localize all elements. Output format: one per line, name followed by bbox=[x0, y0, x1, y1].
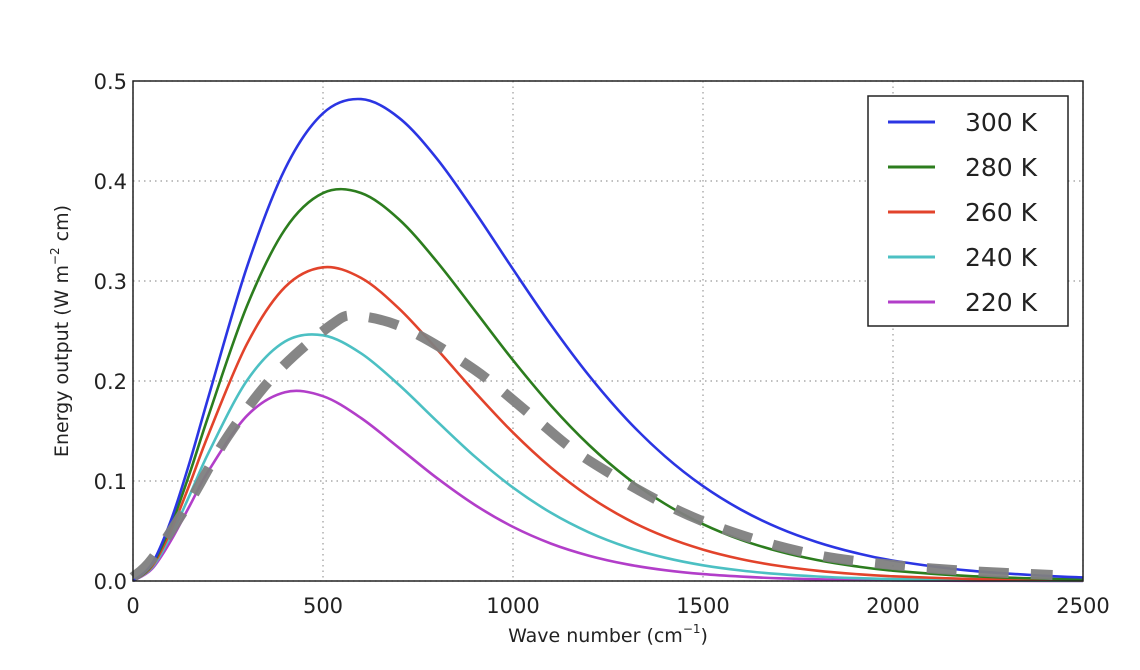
legend: 300 K 280 K 260 K 240 K 220 K bbox=[867, 95, 1069, 327]
y-tick-label: 0.4 bbox=[94, 170, 127, 194]
series-line-260k bbox=[132, 265, 1084, 583]
x-tick-label: 2000 bbox=[866, 594, 919, 618]
series-line-240k bbox=[132, 333, 1084, 583]
series-line-280k bbox=[132, 187, 1084, 583]
x-axis-label: Wave number (cm−1) bbox=[508, 622, 708, 647]
y-tick-labels: 0.0 0.1 0.2 0.3 0.4 0.5 bbox=[94, 70, 127, 594]
y-tick-label: 0.2 bbox=[94, 370, 127, 394]
x-tick-labels: 0 500 1000 1500 2000 2500 bbox=[126, 594, 1109, 618]
y-tick-label: 0.0 bbox=[94, 570, 127, 594]
x-tick-label: 1000 bbox=[486, 594, 539, 618]
y-tick-label: 0.5 bbox=[94, 70, 127, 94]
legend-label: 260 K bbox=[965, 198, 1038, 227]
series-line-300k bbox=[132, 97, 1084, 583]
legend-label: 220 K bbox=[965, 288, 1038, 317]
y-tick-label: 0.1 bbox=[94, 470, 127, 494]
x-tick-label: 500 bbox=[303, 594, 343, 618]
legend-label: 280 K bbox=[965, 153, 1038, 182]
series-line-220k bbox=[132, 389, 1084, 583]
x-tick-label: 1500 bbox=[676, 594, 729, 618]
x-tick-label: 2500 bbox=[1056, 594, 1109, 618]
plot-frame bbox=[132, 80, 1084, 582]
dashed-series-line bbox=[129, 310, 1053, 581]
legend-label: 300 K bbox=[965, 108, 1038, 137]
legend-label: 240 K bbox=[965, 243, 1038, 272]
series-lines bbox=[129, 97, 1084, 583]
y-axis-label: Energy output (W m−2 cm) bbox=[48, 205, 73, 457]
y-tick-label: 0.3 bbox=[94, 270, 127, 294]
x-tick-label: 0 bbox=[126, 594, 139, 618]
